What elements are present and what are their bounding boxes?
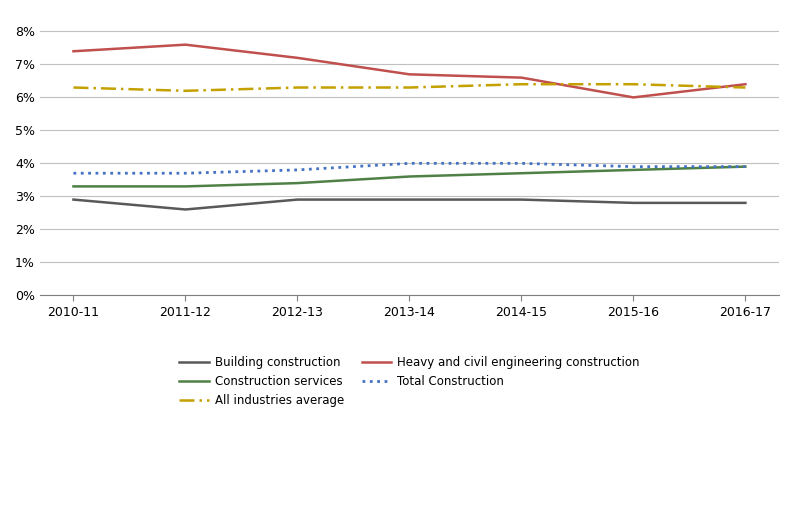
Building construction (629, 200, 638, 206)
Legend: Building construction, Construction services, All industries average, Heavy and : Building construction, Construction serv… (175, 351, 644, 412)
Construction services (741, 163, 750, 170)
Total Construction (741, 163, 750, 170)
All industries average (741, 84, 750, 90)
Building construction (69, 196, 79, 203)
All industries average (181, 88, 191, 94)
Line: Heavy and civil engineering construction: Heavy and civil engineering construction (74, 44, 746, 97)
Total Construction (293, 167, 303, 173)
Construction services (405, 174, 414, 180)
Heavy and civil engineering construction (293, 54, 303, 61)
Line: Construction services: Construction services (74, 167, 746, 186)
Line: All industries average: All industries average (74, 84, 746, 91)
All industries average (629, 81, 638, 87)
Building construction (517, 196, 526, 203)
Heavy and civil engineering construction (405, 71, 414, 78)
Construction services (629, 167, 638, 173)
Heavy and civil engineering construction (181, 41, 191, 48)
Construction services (181, 183, 191, 189)
Heavy and civil engineering construction (741, 81, 750, 87)
Total Construction (629, 163, 638, 170)
All industries average (69, 84, 79, 90)
Total Construction (405, 160, 414, 167)
Heavy and civil engineering construction (517, 75, 526, 81)
Construction services (293, 180, 303, 186)
Total Construction (69, 170, 79, 176)
Total Construction (517, 160, 526, 167)
Building construction (293, 196, 303, 203)
Building construction (741, 200, 750, 206)
All industries average (293, 84, 303, 90)
Line: Total Construction: Total Construction (74, 163, 746, 173)
Total Construction (181, 170, 191, 176)
Heavy and civil engineering construction (629, 94, 638, 101)
Line: Building construction: Building construction (74, 199, 746, 209)
All industries average (517, 81, 526, 87)
Construction services (69, 183, 79, 189)
Building construction (405, 196, 414, 203)
All industries average (405, 84, 414, 90)
Construction services (517, 170, 526, 176)
Heavy and civil engineering construction (69, 48, 79, 54)
Building construction (181, 206, 191, 213)
